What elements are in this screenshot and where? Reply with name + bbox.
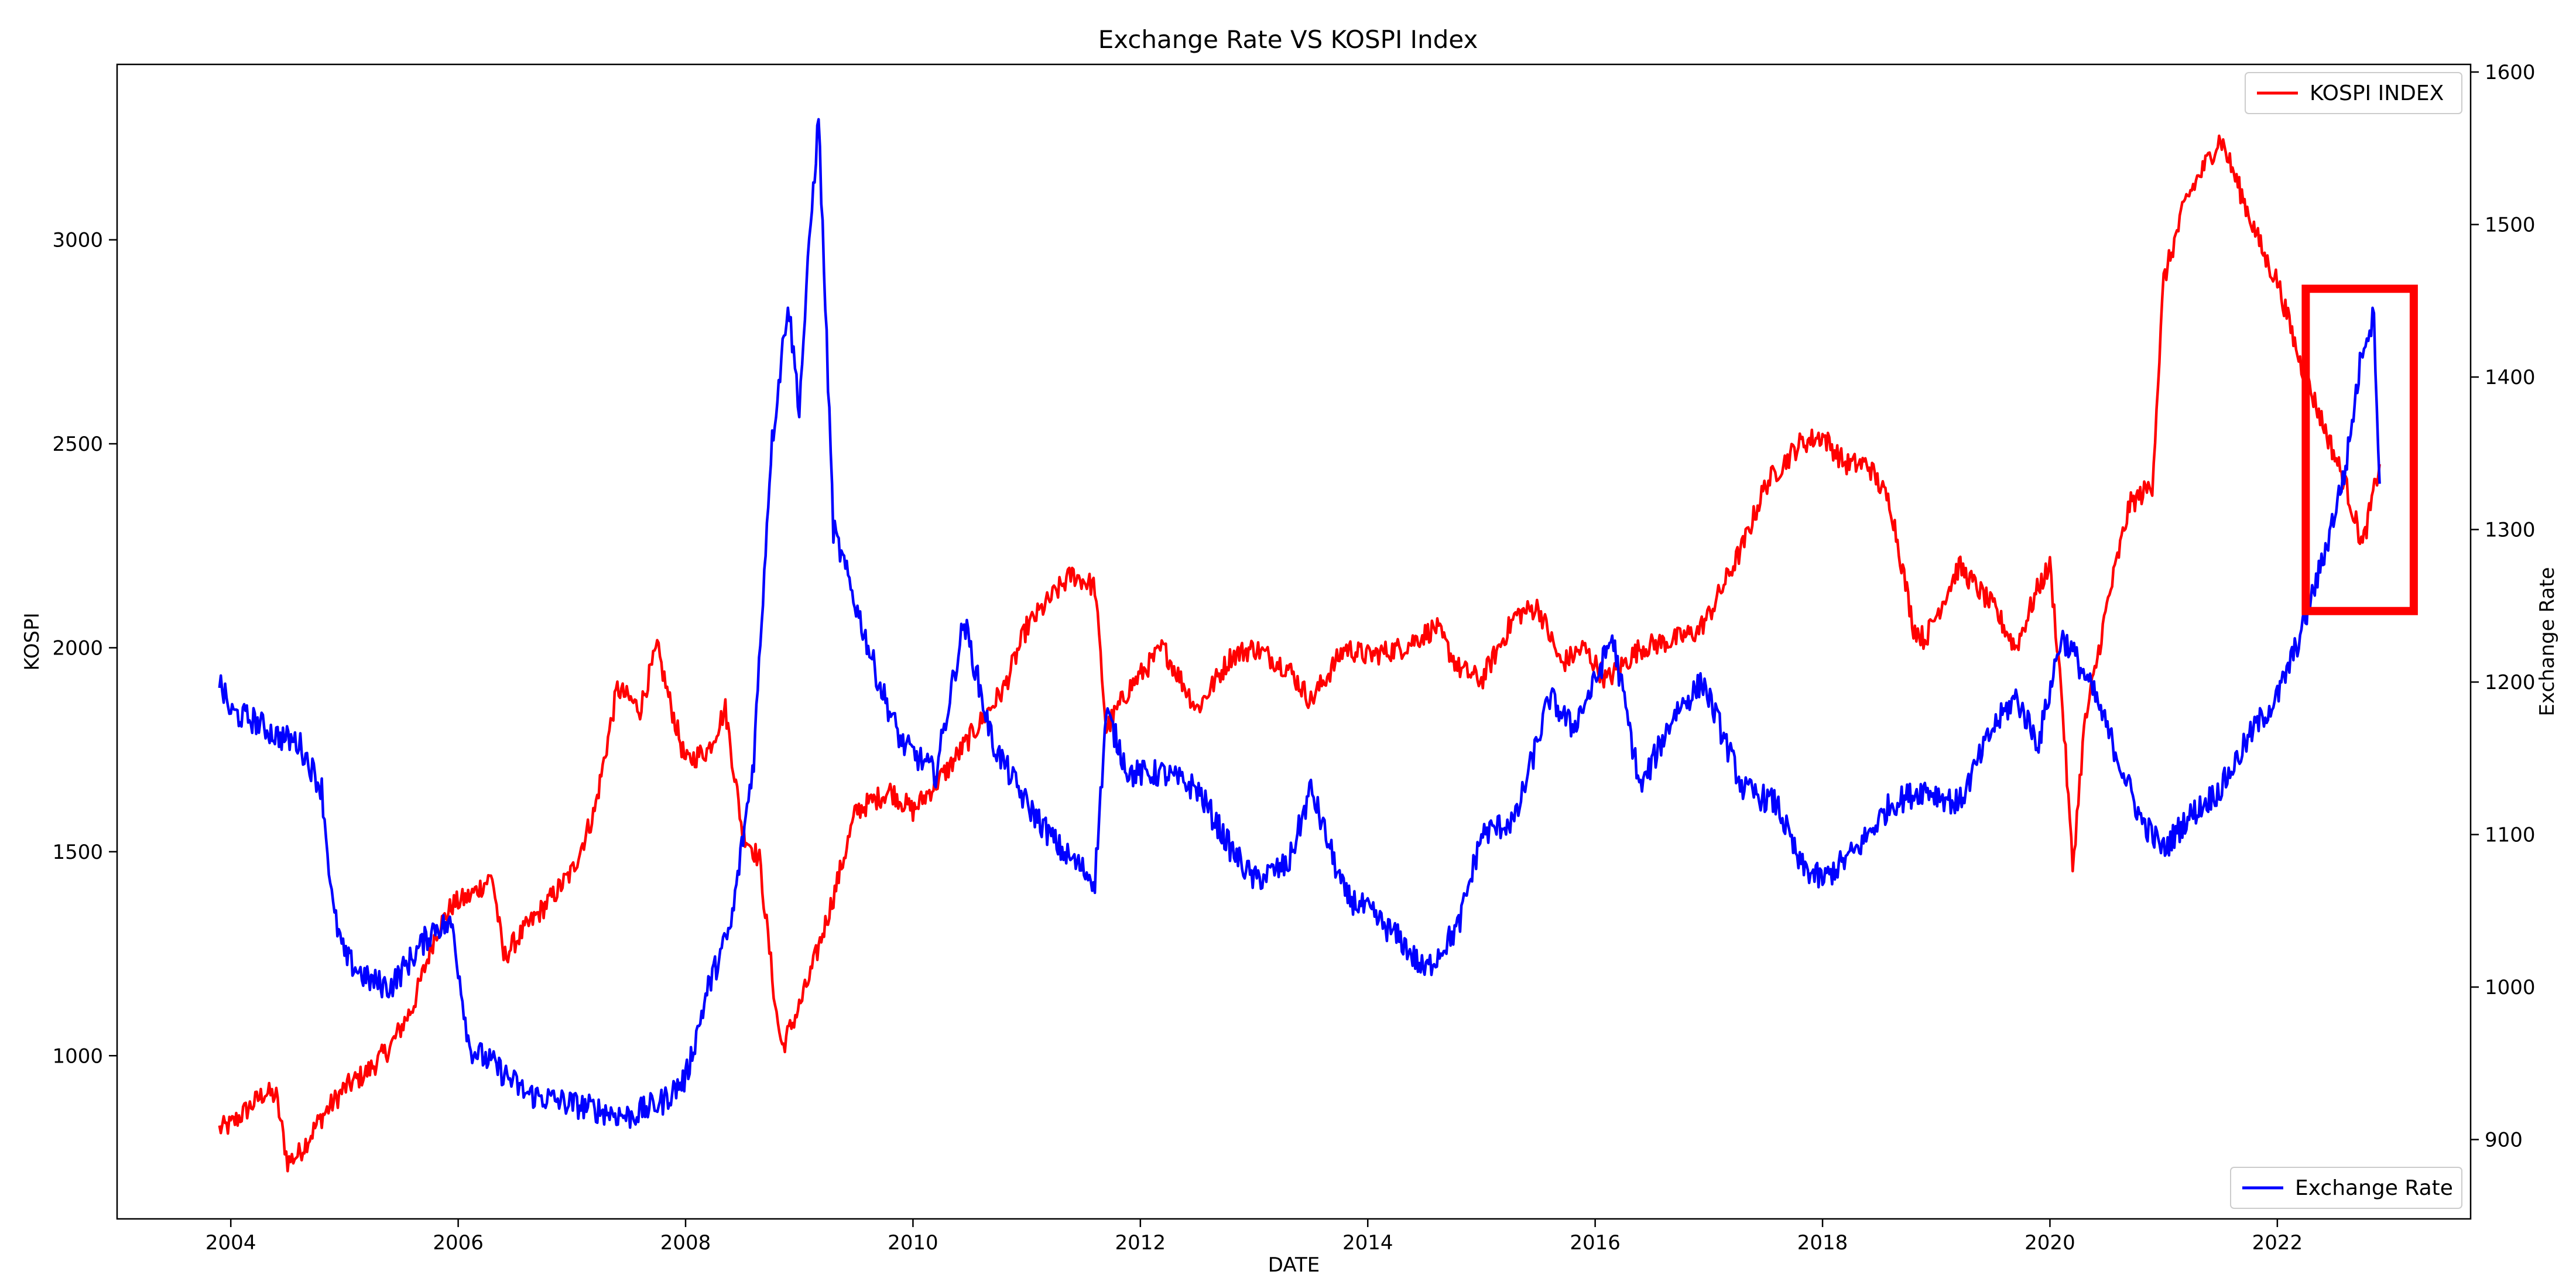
y-left-tick-label: 1000	[52, 1044, 103, 1068]
legend-exchange-rate-box	[2230, 1167, 2462, 1209]
legend-kospi-label: KOSPI INDEX	[2310, 81, 2444, 105]
x-tick-label: 2008	[660, 1231, 711, 1255]
x-tick-label: 2010	[888, 1231, 938, 1255]
y-right-tick-label: 1000	[2485, 976, 2536, 999]
y-axis-left: 1000 1500 2000 2500 3000	[52, 229, 117, 1068]
y-left-tick-label: 3000	[52, 229, 103, 252]
y-right-tick-label: 1500	[2485, 214, 2536, 237]
highlight-box	[2301, 285, 2418, 615]
legend-kospi-box	[2245, 72, 2462, 114]
x-axis-label: DATE	[1268, 1253, 1320, 1277]
y-left-tick-label: 2500	[52, 433, 103, 456]
x-tick-label: 2004	[205, 1231, 256, 1255]
exchange-rate-line	[218, 118, 2381, 1129]
y-left-tick-label: 2000	[52, 636, 103, 660]
x-tick-label: 2022	[2252, 1231, 2303, 1255]
y-right-tick-label: 900	[2485, 1129, 2523, 1152]
x-tick-label: 2006	[433, 1231, 484, 1255]
y-left-tick-label: 1500	[52, 841, 103, 864]
y-axis-right: 900 1000 1100 1200 1300 1400 1500 1600	[2471, 61, 2536, 1152]
y-right-tick-label: 1200	[2485, 671, 2536, 694]
legend-kospi-index: KOSPI INDEX	[2245, 72, 2462, 114]
y-right-tick-label: 1100	[2485, 824, 2536, 847]
x-tick-label: 2012	[1115, 1231, 1166, 1255]
chart-title: Exchange Rate VS KOSPI Index	[1098, 25, 1478, 54]
y-right-tick-label: 1300	[2485, 519, 2536, 542]
legend-exchange-rate-label: Exchange Rate	[2295, 1176, 2453, 1200]
plot-area-frame	[116, 63, 2472, 1220]
legend-exchange-rate: Exchange Rate	[2230, 1167, 2462, 1209]
y-right-tick-label: 1600	[2485, 61, 2536, 84]
x-tick-label: 2020	[2025, 1231, 2075, 1255]
y-right-tick-label: 1400	[2485, 366, 2536, 389]
x-tick-label: 2014	[1342, 1231, 1393, 1255]
y-axis-left-label: KOSPI	[20, 612, 44, 670]
series-layer	[218, 118, 2381, 1173]
annotation-layer	[2301, 285, 2418, 615]
kospi-index-line	[218, 134, 2381, 1173]
x-tick-label: 2016	[1570, 1231, 1621, 1255]
x-axis: 2004 2006 2008 2010 2012 2014 2016 2018 2020 2022	[205, 1219, 2303, 1255]
x-tick-label: 2018	[1797, 1231, 1848, 1255]
y-axis-right-label: Exchange Rate	[2536, 567, 2559, 717]
